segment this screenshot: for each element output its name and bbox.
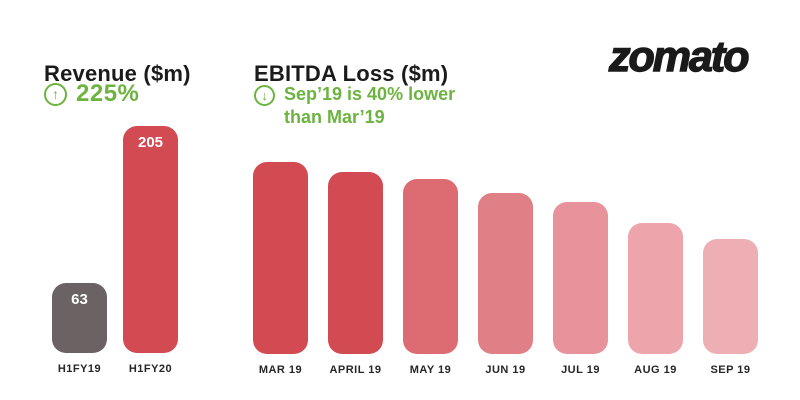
bar-column: 63 H1FY19 [52, 283, 107, 376]
bar-category-label: MAY 19 [409, 364, 452, 376]
bar-column: MAY 19 [403, 179, 458, 377]
ebitda-bar-plot: MAR 19 APRIL 19 MAY 19 JUN 19 JUL 19 AUG 19 SE… [253, 162, 758, 377]
bar-jul-19 [553, 202, 608, 354]
bar-may-19 [403, 179, 458, 354]
bar-column: JUL 19 [553, 202, 608, 377]
bar-category-label: H1FY19 [57, 363, 102, 375]
bar-h1fy19: 63 [52, 283, 107, 353]
revenue-chart-title: Revenue ($m) [44, 61, 191, 87]
revenue-growth-note: ↑ 225% [44, 80, 139, 108]
ebitda-decline-note: ↓ Sep’19 is 40% lower than Mar’19 [254, 83, 455, 129]
bar-category-label: H1FY20 [128, 363, 173, 375]
bar-column: APRIL 19 [328, 172, 383, 377]
bar-category-label: SEP 19 [710, 364, 751, 376]
ebitda-chart-title: EBITDA Loss ($m) [254, 61, 449, 87]
bar-category-label: MAR 19 [258, 364, 303, 376]
bar-column: JUN 19 [478, 193, 533, 377]
bar-value-label: 205 [137, 134, 164, 151]
ebitda-decline-text-line2: than Mar’19 [284, 107, 385, 127]
bar-aug-19 [628, 223, 683, 354]
bar-category-label: AUG 19 [634, 364, 677, 376]
arrow-down-circle-icon: ↓ [254, 85, 275, 106]
ebitda-decline-text: Sep’19 is 40% lower than Mar’19 [284, 83, 455, 129]
zomato-logo: zomato [608, 32, 750, 81]
bar-category-label: JUN 19 [485, 364, 526, 376]
bar-category-label: JUL 19 [561, 364, 600, 376]
bar-mar-19 [253, 162, 308, 354]
ebitda-decline-text-line1: Sep’19 is 40% lower [284, 84, 456, 104]
bar-column: MAR 19 [253, 162, 308, 377]
bar-jun-19 [478, 193, 533, 354]
bar-value-label: 63 [71, 291, 88, 308]
bar-category-label: APRIL 19 [329, 364, 382, 376]
revenue-growth-text: 225% [76, 80, 140, 107]
bar-april-19 [328, 172, 383, 354]
bar-column: SEP 19 [703, 239, 758, 377]
arrow-up-circle-icon: ↑ [44, 82, 67, 106]
bar-h1fy20: 205 [123, 126, 178, 353]
bar-sep-19 [703, 239, 758, 354]
bar-column: AUG 19 [628, 223, 683, 377]
bar-column: 205 H1FY20 [123, 126, 178, 376]
revenue-bar-plot: 63 H1FY19 205 H1FY20 [52, 126, 178, 376]
